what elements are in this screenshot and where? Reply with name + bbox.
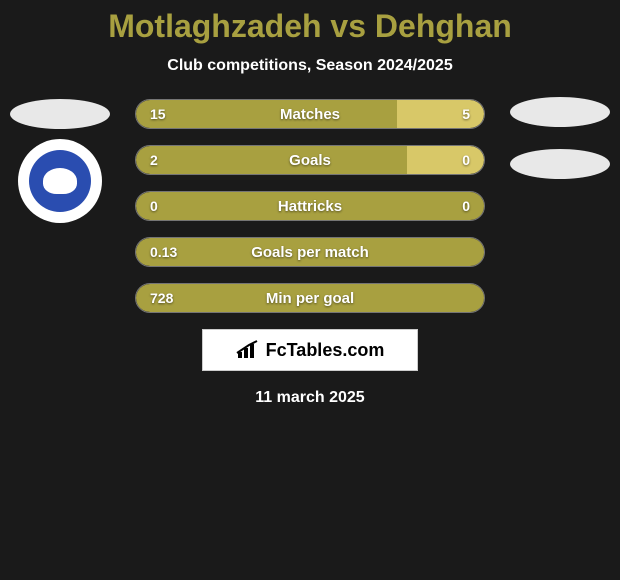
stat-value-left: 728 [150,284,173,312]
stat-label: Hattricks [136,192,484,220]
stat-value-left: 2 [150,146,158,174]
stat-row: Min per goal728 [135,283,485,313]
page-title: Motlaghzadeh vs Dehghan [0,8,620,45]
stat-value-left: 15 [150,100,166,128]
club-logo-left [18,139,102,223]
stat-value-right: 5 [462,100,470,128]
club-logo-inner [29,150,91,212]
stat-row: Hattricks0 0 [135,191,485,221]
stat-label: Goals per match [136,238,484,266]
stat-label: Matches [136,100,484,128]
stats-area: Matches155Goals20Hattricks00Goals per ma… [0,99,620,407]
player-photo-placeholder-right [510,97,610,127]
stat-value-left: 0 [150,192,158,220]
player-photo-placeholder-left [10,99,110,129]
brand-text: FcTables.com [266,340,385,361]
subtitle: Club competitions, Season 2024/2025 [0,57,620,75]
stat-label: Min per goal [136,284,484,312]
stat-row: Matches15 5 [135,99,485,129]
right-player-badges [510,99,610,185]
club-logo-placeholder-right [510,149,610,179]
date-text: 11 march 2025 [0,389,620,407]
stat-rows: Matches155Goals20Hattricks00Goals per ma… [135,99,485,313]
stat-value-right: 0 [462,192,470,220]
chart-icon [236,340,260,360]
stat-row: Goals per match0.13 [135,237,485,267]
left-player-badges [10,99,110,223]
stat-row: Goals2 0 [135,145,485,175]
stat-value-left: 0.13 [150,238,177,266]
stat-label: Goals [136,146,484,174]
brand-badge: FcTables.com [202,329,418,371]
stat-value-right: 0 [462,146,470,174]
